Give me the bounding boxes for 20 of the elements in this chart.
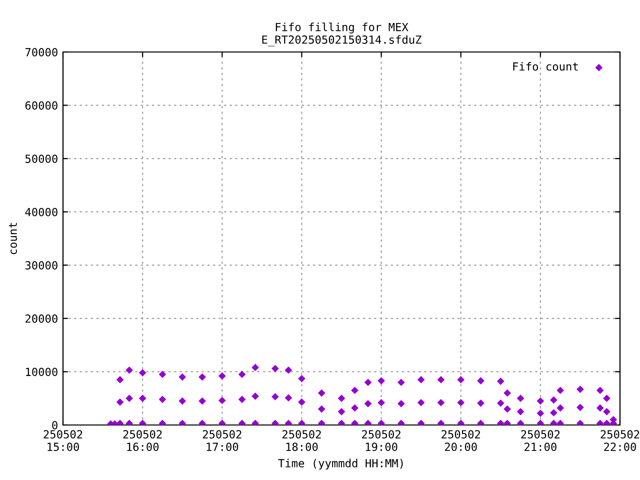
legend-label: Fifo count: [513, 62, 578, 71]
y-tick-label: 10000: [26, 368, 58, 376]
x-tick-label: 250502 16:00: [123, 430, 162, 452]
y-tick-label: 60000: [25, 101, 58, 110]
x-tick-label: 250502 21:00: [521, 430, 560, 452]
chart-title: Fifo filling for MEX E_RT20250502150314.sfduZ: [262, 22, 422, 46]
x-tick-label: 250502 17:00: [202, 430, 242, 452]
y-tick-label: 30000: [25, 261, 58, 270]
y-tick-label: 20000: [26, 314, 58, 323]
y-tick-label: 0: [52, 421, 58, 430]
x-axis-title: Time (yymmdd HH:MM): [278, 458, 403, 470]
x-tick-label: 250502 20:00: [442, 430, 480, 452]
y-tick-label: 40000: [25, 208, 58, 216]
x-tick-label: 250502 18:00: [282, 430, 321, 452]
x-tick-label: 250502 22:00: [600, 430, 640, 452]
y-tick-label: 50000: [25, 154, 58, 163]
y-tick-label: 70000: [25, 48, 58, 56]
y-axis-title: count: [9, 222, 17, 254]
x-tick-label: 250502 15:00: [44, 430, 82, 452]
x-tick-label: 250502 19:00: [362, 430, 400, 452]
